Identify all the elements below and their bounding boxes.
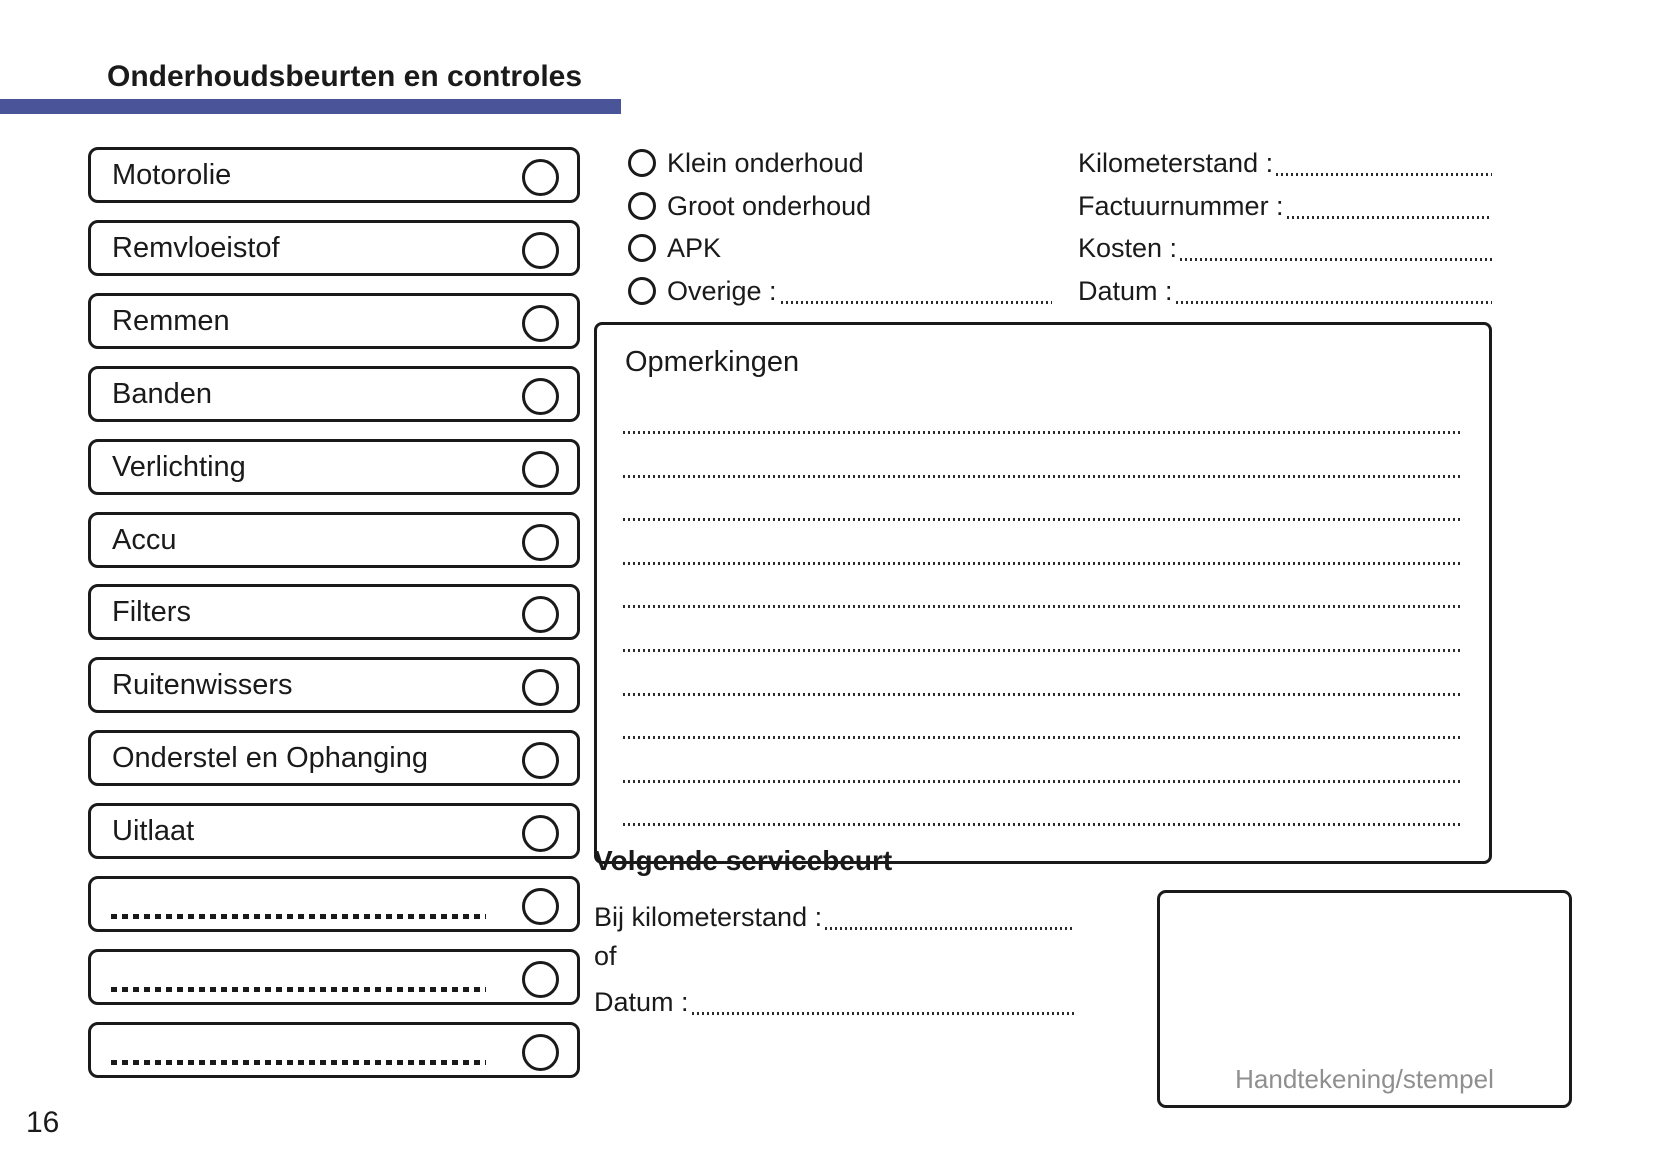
- next-service-title: Volgende servicebeurt: [594, 845, 893, 876]
- checklist-item-label: Remvloeistof: [112, 231, 280, 264]
- remarks-write-line[interactable]: [623, 562, 1463, 565]
- service-type-row: Klein onderhoud: [628, 141, 988, 185]
- checklist-row: Verlichting: [88, 439, 580, 495]
- next-service-or-label: of: [594, 941, 617, 971]
- checklist-checkbox-circle[interactable]: [522, 1034, 559, 1071]
- checklist-item-label: Onderstel en Ophanging: [112, 741, 428, 774]
- invoice-field-row: Kosten :: [1078, 226, 1492, 270]
- invoice-field-input-line[interactable]: [1286, 216, 1492, 219]
- remarks-write-line[interactable]: [623, 693, 1463, 696]
- checklist-row: Ruitenwissers: [88, 657, 580, 713]
- remarks-write-line[interactable]: [623, 780, 1463, 783]
- invoice-field-label: Factuurnummer :: [1078, 190, 1284, 221]
- service-type-label: Klein onderhoud: [667, 147, 864, 178]
- checklist-row: Remmen: [88, 293, 580, 349]
- checklist-checkbox-circle[interactable]: [522, 815, 559, 852]
- checklist-item-label: Accu: [112, 523, 177, 556]
- service-type-other-input-line[interactable]: [780, 301, 1052, 304]
- checklist-row-blank: [88, 949, 580, 1005]
- invoice-field-row: Datum :: [1078, 269, 1492, 313]
- service-type-label: APK: [667, 232, 722, 263]
- invoice-field-row: Kilometerstand :: [1078, 141, 1492, 185]
- checklist-checkbox-circle[interactable]: [522, 742, 559, 779]
- service-type-label: Overige :: [667, 275, 777, 306]
- invoice-field-row: Factuurnummer :: [1078, 184, 1492, 228]
- checklist-blank-input-line[interactable]: [111, 914, 486, 919]
- checklist-row: Motorolie: [88, 147, 580, 203]
- invoice-field-label: Kosten :: [1078, 232, 1178, 263]
- service-type-label: Groot onderhoud: [667, 190, 872, 221]
- checklist-checkbox-circle[interactable]: [522, 451, 559, 488]
- checklist-checkbox-circle[interactable]: [522, 669, 559, 706]
- checklist-checkbox-circle[interactable]: [522, 961, 559, 998]
- next-service-date-label: Datum :: [594, 986, 689, 1017]
- checklist-item-label: Remmen: [112, 304, 230, 337]
- remarks-write-line[interactable]: [623, 649, 1463, 652]
- checklist-row: Remvloeistof: [88, 220, 580, 276]
- remarks-write-line[interactable]: [623, 475, 1463, 478]
- checklist-item-label: Banden: [112, 377, 212, 410]
- checklist-checkbox-circle[interactable]: [522, 524, 559, 561]
- service-type-row: Groot onderhoud: [628, 184, 988, 228]
- page-number: 16: [26, 1106, 60, 1139]
- remarks-box: Opmerkingen: [594, 322, 1492, 864]
- next-service-km-input-line[interactable]: [825, 927, 1075, 930]
- checklist-checkbox-circle[interactable]: [522, 305, 559, 342]
- signature-box[interactable]: Handtekening/stempel: [1157, 890, 1572, 1108]
- next-service-date-input-line[interactable]: [691, 1012, 1075, 1015]
- checklist-checkbox-circle[interactable]: [522, 378, 559, 415]
- checklist-blank-input-line[interactable]: [111, 987, 486, 992]
- checklist-row: Banden: [88, 366, 580, 422]
- invoice-field-input-line[interactable]: [1180, 258, 1492, 261]
- remarks-write-line[interactable]: [623, 823, 1463, 826]
- checklist-checkbox-circle[interactable]: [522, 159, 559, 196]
- checklist-item-label: Verlichting: [112, 450, 246, 483]
- checklist-row-blank: [88, 1022, 580, 1078]
- checklist-blank-input-line[interactable]: [111, 1060, 486, 1065]
- service-type-radio-circle[interactable]: [628, 149, 656, 177]
- checklist-row-blank: [88, 876, 580, 932]
- remarks-write-line[interactable]: [623, 518, 1463, 521]
- signature-label: Handtekening/stempel: [1235, 1064, 1494, 1094]
- checklist-row: Onderstel en Ophanging: [88, 730, 580, 786]
- service-type-row: APK: [628, 226, 988, 270]
- invoice-field-label: Datum :: [1078, 275, 1173, 306]
- checklist-row: Filters: [88, 584, 580, 640]
- next-service-km-row: Bij kilometerstand :: [594, 896, 1075, 938]
- service-type-row: Overige :: [628, 269, 1052, 313]
- checklist-row: Accu: [88, 512, 580, 568]
- invoice-field-input-line[interactable]: [1276, 173, 1492, 176]
- service-type-radio-circle[interactable]: [628, 277, 656, 305]
- checklist-row: Uitlaat: [88, 803, 580, 859]
- page-title: Onderhoudsbeurten en controles: [107, 60, 583, 93]
- remarks-write-line[interactable]: [623, 605, 1463, 608]
- checklist-checkbox-circle[interactable]: [522, 888, 559, 925]
- checklist-checkbox-circle[interactable]: [522, 232, 559, 269]
- remarks-title: Opmerkingen: [625, 346, 800, 378]
- remarks-write-line[interactable]: [623, 431, 1463, 434]
- title-accent-bar: [0, 99, 621, 114]
- remarks-write-line[interactable]: [623, 736, 1463, 739]
- service-type-radio-circle[interactable]: [628, 234, 656, 262]
- invoice-field-input-line[interactable]: [1175, 301, 1492, 304]
- checklist-item-label: Uitlaat: [112, 814, 195, 847]
- service-type-radio-circle[interactable]: [628, 192, 656, 220]
- checklist-item-label: Ruitenwissers: [112, 668, 293, 701]
- next-service-km-label: Bij kilometerstand :: [594, 901, 823, 932]
- checklist-item-label: Motorolie: [112, 158, 232, 191]
- checklist-item-label: Filters: [112, 595, 191, 628]
- invoice-field-label: Kilometerstand :: [1078, 147, 1274, 178]
- next-service-date-row: Datum :: [594, 981, 1075, 1023]
- checklist-checkbox-circle[interactable]: [522, 596, 559, 633]
